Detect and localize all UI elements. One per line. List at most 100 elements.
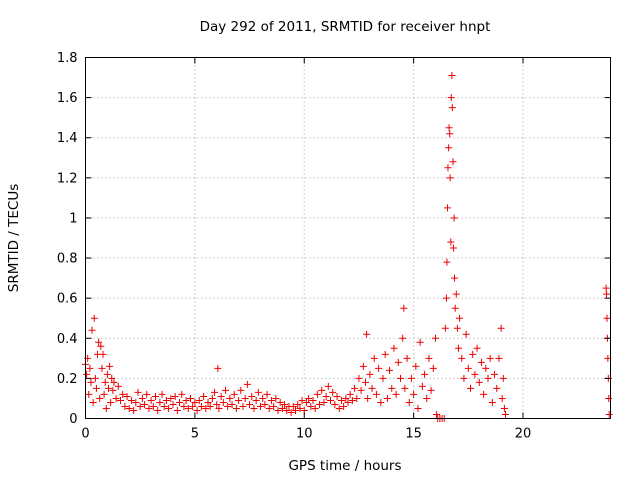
data-point [237, 386, 245, 394]
data-point [348, 396, 356, 404]
data-point [379, 374, 387, 382]
data-points [82, 72, 613, 422]
data-point [184, 404, 192, 412]
data-point [119, 390, 127, 398]
data-point [605, 410, 613, 418]
data-point [107, 398, 115, 406]
x-tick-label: 5 [191, 427, 199, 442]
data-point [355, 374, 363, 382]
data-point [134, 388, 142, 396]
data-point [309, 396, 317, 404]
x-tick-label: 20 [515, 427, 532, 442]
data-point [351, 384, 359, 392]
data-point [364, 394, 372, 402]
data-point [605, 394, 613, 402]
data-point [160, 402, 168, 410]
data-point [100, 390, 108, 398]
data-point [298, 396, 306, 404]
y-tick-label: 1.4 [57, 131, 78, 146]
data-point [204, 398, 212, 406]
data-point [191, 398, 199, 406]
data-point [92, 384, 100, 392]
data-point [305, 394, 313, 402]
data-point [307, 402, 315, 410]
data-point [357, 386, 365, 394]
data-point [405, 398, 413, 406]
data-point [243, 380, 251, 388]
data-point [263, 390, 271, 398]
x-axis-label: GPS time / hours [288, 458, 401, 474]
data-point [287, 408, 295, 416]
data-point [311, 404, 319, 412]
data-point [493, 384, 501, 392]
data-point [108, 374, 116, 382]
data-point [359, 362, 367, 370]
data-point [132, 398, 140, 406]
data-point [368, 384, 376, 392]
data-point [138, 394, 146, 402]
data-point [171, 392, 179, 400]
data-point [473, 344, 481, 352]
data-point [433, 410, 441, 418]
data-point [106, 362, 114, 370]
data-point [89, 398, 97, 406]
data-point [197, 402, 205, 410]
data-point [143, 390, 151, 398]
data-point [85, 390, 93, 398]
data-point [292, 406, 299, 414]
y-tick-label: 1.8 [57, 51, 78, 66]
data-point [109, 386, 117, 394]
data-point [486, 354, 494, 362]
data-point [475, 378, 483, 386]
data-point [252, 396, 260, 404]
data-point [125, 404, 133, 412]
data-point [464, 364, 472, 372]
data-point [450, 214, 458, 222]
data-point [322, 392, 330, 400]
data-point [274, 406, 282, 414]
data-point [375, 364, 383, 372]
data-point [90, 314, 98, 322]
data-point [214, 364, 222, 372]
data-point [102, 404, 110, 412]
data-point [454, 344, 462, 352]
data-point [342, 394, 350, 402]
y-tick-label: 0.4 [57, 332, 78, 347]
data-point [208, 394, 216, 402]
data-point [448, 72, 456, 80]
data-point [235, 396, 243, 404]
data-point [400, 304, 408, 312]
data-point [412, 362, 420, 370]
data-point [451, 304, 459, 312]
data-point [429, 364, 437, 372]
grid-lines [85, 57, 611, 419]
data-point [127, 396, 135, 404]
data-point [257, 402, 264, 410]
y-tick-label: 0 [69, 412, 77, 427]
data-point [377, 398, 385, 406]
data-point [219, 398, 227, 406]
data-point [176, 398, 184, 406]
data-point [239, 402, 247, 410]
y-tick-label: 1 [69, 211, 77, 226]
data-point [502, 410, 509, 418]
data-point [427, 386, 435, 394]
data-point [324, 382, 332, 390]
data-point [500, 404, 508, 412]
data-point [603, 314, 611, 322]
data-point [296, 404, 304, 412]
data-point [180, 402, 188, 410]
data-point [445, 124, 453, 132]
data-point [401, 384, 409, 392]
data-point [602, 284, 610, 292]
data-point [469, 350, 477, 358]
data-point [267, 396, 275, 404]
data-point [96, 394, 104, 402]
data-point [248, 392, 256, 400]
data-point [482, 364, 490, 372]
data-point [123, 392, 131, 400]
data-point [443, 258, 451, 266]
data-point [83, 370, 91, 378]
data-point [217, 392, 225, 400]
